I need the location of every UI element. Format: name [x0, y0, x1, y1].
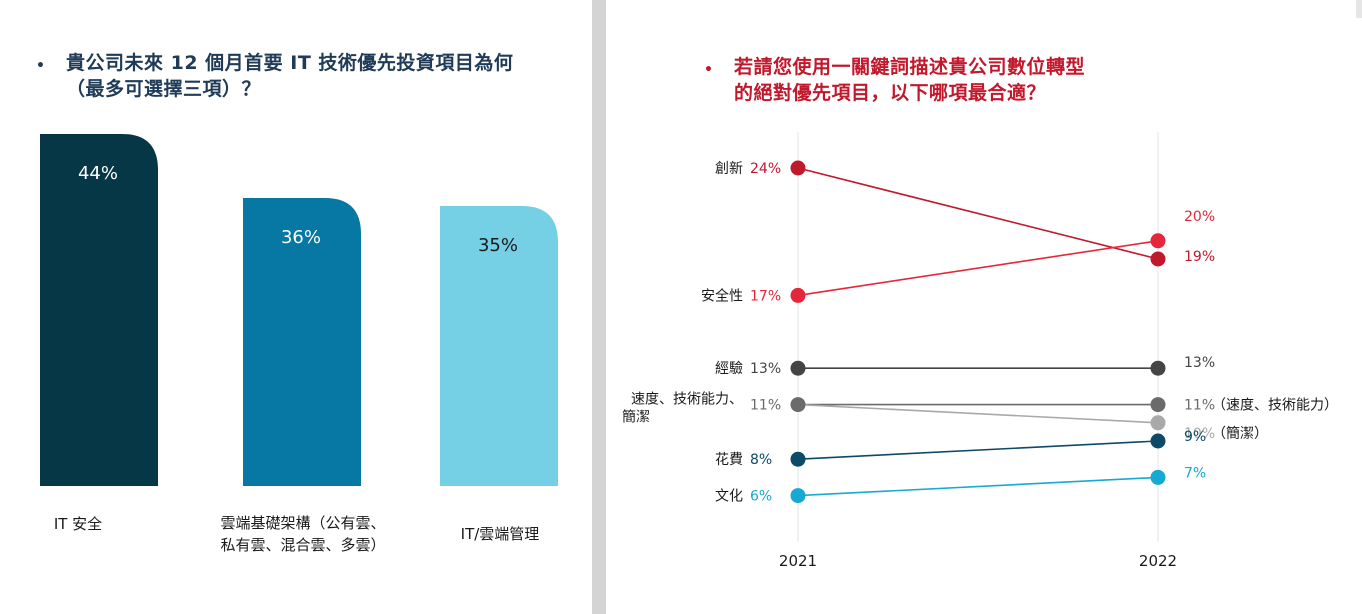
right-title-line-2: 的絕對優先項目，以下哪項最合適？	[734, 82, 1047, 104]
bar	[440, 206, 558, 486]
category-label: 私有雲、混合雲、多雲）	[220, 536, 385, 554]
data-point	[1150, 360, 1166, 376]
series-line	[797, 440, 1159, 460]
value-label: 10%	[1184, 426, 1215, 442]
left-title-line-1: 貴公司未來 12 個月首要 IT 技術優先投資項目為何	[66, 52, 514, 74]
value-label: 13%	[1184, 355, 1215, 371]
data-point	[1150, 233, 1166, 249]
data-point	[790, 360, 806, 376]
value-label: 11%	[1184, 398, 1215, 414]
category-label: IT 安全	[54, 515, 102, 533]
bar	[243, 198, 361, 486]
value-label: 6%	[750, 489, 772, 505]
left-question-title: 貴公司未來 12 個月首要 IT 技術優先投資項目為何 （最多可選擇三項）？	[66, 50, 576, 102]
series-line	[797, 240, 1159, 297]
bar-value-label: 36%	[281, 227, 321, 248]
year-axis-label: 2022	[1139, 552, 1177, 570]
data-point	[1150, 415, 1166, 431]
data-point	[790, 488, 806, 504]
corner-shadow	[1356, 0, 1362, 18]
value-label: 20%	[1184, 209, 1215, 225]
bar	[40, 134, 158, 486]
data-point	[1150, 469, 1166, 485]
right-title-bullet: •	[704, 62, 713, 78]
series-name-label: 文化	[715, 489, 743, 505]
panel-divider	[592, 0, 606, 614]
value-label: 17%	[750, 288, 781, 304]
value-label: 11%	[750, 398, 781, 414]
bar-value-label: 44%	[78, 163, 118, 184]
data-point	[790, 287, 806, 303]
left-panel: • 貴公司未來 12 個月首要 IT 技術優先投資項目為何 （最多可選擇三項）？…	[0, 0, 592, 614]
value-label: 24%	[750, 161, 781, 177]
bar-value-label: 35%	[478, 235, 518, 256]
series-name-label: 速度、技術能力、	[631, 392, 743, 408]
data-point	[1150, 251, 1166, 267]
series-note-label: （簡潔）	[1212, 426, 1268, 442]
category-label: 雲端基礎架構（公有雲、	[220, 514, 385, 532]
data-point	[790, 451, 806, 467]
series-line	[797, 476, 1159, 497]
series-name-label: 簡潔	[622, 410, 650, 426]
series-name-label: 創新	[715, 161, 743, 177]
left-title-line-2: （最多可選擇三項）？	[66, 78, 262, 100]
data-point	[1150, 397, 1166, 413]
year-axis-label: 2021	[779, 552, 817, 570]
value-label: 7%	[1184, 465, 1206, 481]
series-line	[797, 403, 1159, 424]
data-point	[790, 160, 806, 176]
category-label: IT/雲端管理	[461, 525, 540, 543]
series-line	[797, 167, 1159, 260]
right-question-title: 若請您使用一關鍵詞描述貴公司數位轉型 的絕對優先項目，以下哪項最合適？	[734, 54, 1254, 106]
investment-bar-chart: 44% 36% 35% IT 安全 雲端基礎架構（公有雲、私有雲、混合雲、多雲） IT/雲…	[40, 134, 558, 554]
value-label: 8%	[750, 452, 772, 468]
series-name-label: 經驗	[715, 361, 743, 377]
value-label: 13%	[750, 361, 781, 377]
series-name-label: 安全性	[701, 287, 743, 304]
series-name-label: 花費	[715, 452, 743, 468]
priority-slope-chart: 2021 2022 24% 創新 19% 17% 安全性 20% 13% 經驗 13% 11% 速度、技…	[622, 132, 1338, 570]
data-point	[790, 397, 806, 413]
right-panel: • 若請您使用一關鍵詞描述貴公司數位轉型 的絕對優先項目，以下哪項最合適？ 20…	[606, 0, 1362, 614]
series-note-label: （速度、技術能力）	[1212, 398, 1338, 414]
left-title-bullet: •	[36, 58, 45, 74]
data-point	[1150, 433, 1166, 449]
value-label: 19%	[1184, 249, 1215, 265]
right-title-line-1: 若請您使用一關鍵詞描述貴公司數位轉型	[734, 56, 1086, 78]
value-label: 9%	[1184, 429, 1206, 445]
